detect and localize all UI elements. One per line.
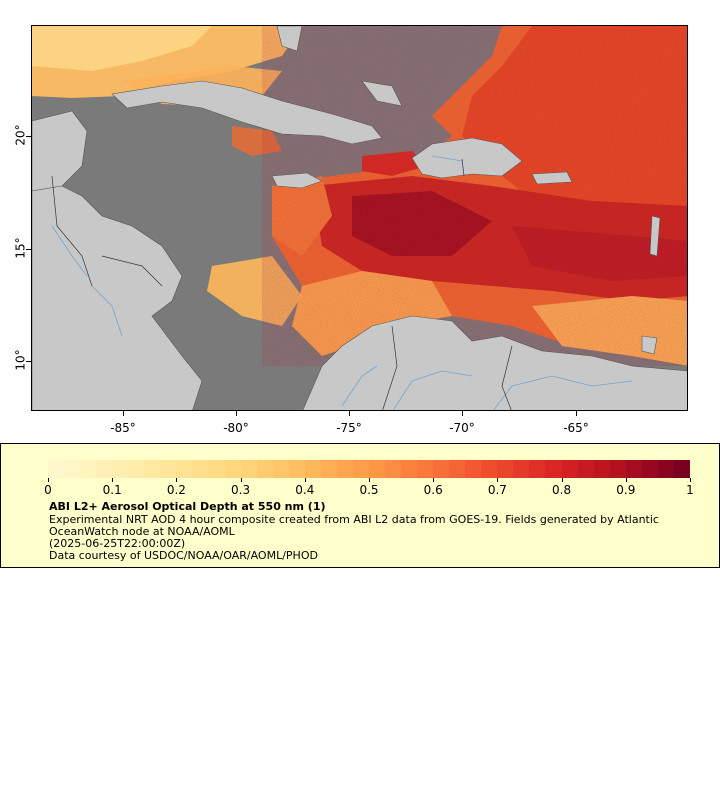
colorbar-tick-label: 0.3	[231, 483, 251, 497]
colorbar-segment	[80, 460, 97, 478]
colorbar-segment	[609, 460, 626, 478]
colorbar-tick-mark	[433, 478, 435, 482]
aod-overlay	[32, 26, 687, 386]
colorbar-segment	[641, 460, 658, 478]
longitude-tick-label: -70°	[449, 421, 475, 435]
land-masses	[32, 26, 687, 410]
colorbar-segment	[192, 460, 209, 478]
colorbar-segment	[256, 460, 273, 478]
map-canvas	[32, 26, 687, 410]
x-tick-mark	[236, 411, 237, 416]
colorbar-segment	[433, 460, 450, 478]
colorbar-tick-label: 1	[686, 483, 694, 497]
colorbar-tick-label: 0.2	[166, 483, 186, 497]
colorbar-segment	[657, 460, 674, 478]
x-tick-mark	[576, 411, 577, 416]
colorbar-tick-mark	[112, 478, 114, 482]
colorbar-tick-mark	[497, 478, 499, 482]
colorbar-tick-label: 0.6	[423, 483, 443, 497]
y-tick-mark	[26, 361, 31, 362]
colorbar-tick-label: 0.7	[487, 483, 507, 497]
colorbar-segment	[288, 460, 305, 478]
latitude-tick-label: 15°	[13, 237, 28, 259]
x-tick-mark	[349, 411, 350, 416]
colorbar-tick-label: 0.8	[552, 483, 572, 497]
colorbar-segment	[112, 460, 129, 478]
colorbar-tick-mark	[240, 478, 242, 482]
borders	[51, 158, 513, 410]
colorbar-segment	[465, 460, 482, 478]
colorbar-segment	[513, 460, 530, 478]
colorbar-segment	[673, 460, 690, 478]
longitude-tick-label: -85°	[110, 421, 136, 435]
colorbar-tick-mark	[369, 478, 370, 482]
y-tick-mark	[26, 249, 31, 250]
colorbar-segment	[561, 460, 578, 478]
colorbar-segment	[304, 460, 321, 478]
colorbar-segment	[160, 460, 177, 478]
colorbar-segment	[272, 460, 289, 478]
colorbar-segment	[368, 460, 385, 478]
colorbar-tick-mark	[625, 478, 627, 482]
colorbar-segment	[625, 460, 642, 478]
colorbar-segment	[481, 460, 498, 478]
colorbar-tick-label: 0.4	[295, 483, 315, 497]
colorbar-tick-label: 0	[44, 483, 52, 497]
colorbar-segment	[208, 460, 225, 478]
colorbar-segment	[48, 460, 65, 478]
colorbar-segment	[497, 460, 514, 478]
colorbar-segment	[529, 460, 546, 478]
colorbar-tick-label: 0.9	[616, 483, 636, 497]
colorbar-segment	[144, 460, 161, 478]
colorbar-segment	[384, 460, 402, 478]
colorbar-segment	[449, 460, 466, 478]
longitude-tick-label: -65°	[563, 421, 589, 435]
colorbar-segment	[224, 460, 241, 478]
colorbar-tick-label: 0.1	[102, 483, 122, 497]
colorbar-tick-mark	[304, 478, 306, 482]
colorbar-segment	[320, 460, 337, 478]
x-tick-mark	[123, 411, 124, 416]
x-tick-mark	[462, 411, 463, 416]
colorbar-tick-mark	[561, 478, 563, 482]
legend-panel: 0 0.1 0.2 0.3 0.4 0.5 0.6 0.7 0.8 0.9 1 ABI L2+ Ae…	[0, 443, 720, 568]
colorbar-tick-label: 0.5	[359, 483, 379, 497]
latitude-tick-label: 20°	[13, 124, 28, 146]
colorbar-segment	[352, 460, 369, 478]
colorbar-segment	[64, 460, 81, 478]
colorbar-segment	[401, 460, 418, 478]
legend-credit: Data courtesy of USDOC/NOAA/OAR/AOML/PHO…	[49, 549, 318, 562]
colorbar-segment	[577, 460, 594, 478]
colorbar-segment	[96, 460, 113, 478]
colorbar-tick-mark	[690, 478, 691, 482]
colorbar	[48, 460, 690, 478]
longitude-tick-label: -75°	[336, 421, 362, 435]
colorbar-tick-mark	[48, 478, 49, 482]
colorbar-segment	[128, 460, 145, 478]
colorbar-segment	[417, 460, 434, 478]
legend-timestamp: (2025-06-25T22:00:00Z)	[49, 537, 186, 550]
colorbar-segment	[240, 460, 257, 478]
longitude-tick-label: -80°	[223, 421, 249, 435]
legend-description: Experimental NRT AOD 4 hour composite cr…	[49, 513, 659, 538]
colorbar-segment	[336, 460, 353, 478]
colorbar-segment	[545, 460, 562, 478]
colorbar-tick-mark	[176, 478, 178, 482]
y-tick-mark	[26, 136, 31, 137]
colorbar-segment	[593, 460, 610, 478]
latitude-tick-label: 10°	[13, 349, 28, 371]
aod-map[interactable]	[31, 25, 688, 411]
colorbar-segment	[176, 460, 193, 478]
legend-title: ABI L2+ Aerosol Optical Depth at 550 nm …	[49, 500, 326, 513]
